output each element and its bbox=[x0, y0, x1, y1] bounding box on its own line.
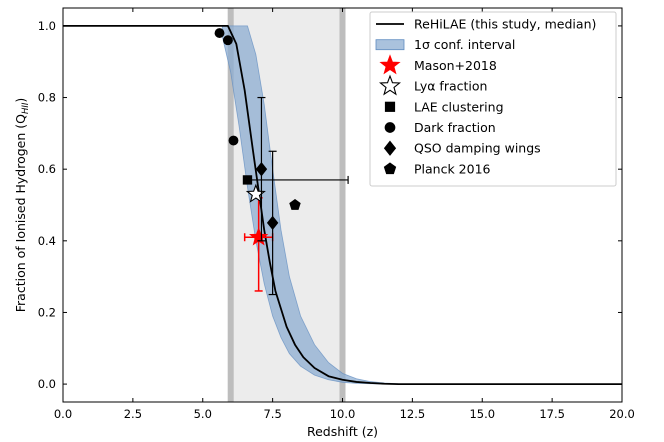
x-tick-label: 7.5 bbox=[263, 407, 281, 421]
data-point-dark-fraction bbox=[222, 35, 233, 46]
legend-marker-square bbox=[384, 101, 396, 112]
x-axis-label: Redshift (z) bbox=[307, 424, 378, 439]
shaded-region-left-edge bbox=[227, 8, 234, 402]
legend-label: Mason+2018 bbox=[414, 58, 497, 73]
x-tick-label: 2.5 bbox=[124, 407, 142, 421]
y-axis-label: Fraction of Ionised Hydrogen (QHII) bbox=[13, 98, 31, 313]
y-axis-label-sub: HII bbox=[21, 102, 31, 114]
legend-marker-pentagon bbox=[383, 162, 397, 175]
legend-marker-circle bbox=[384, 122, 396, 133]
legend-box bbox=[369, 11, 617, 187]
legend-label: QSO damping wings bbox=[414, 141, 541, 156]
x-tick-label: 10.0 bbox=[330, 407, 356, 421]
axes: 0.0 2.5 5.0 7.5 10.0 12.5 15.0 17.5 20.0 0.0 0.2 0.… bbox=[38, 7, 635, 421]
data-point-dark-fraction bbox=[228, 135, 239, 146]
plot-area bbox=[63, 8, 622, 402]
legend-marker-diamond bbox=[383, 140, 397, 156]
x-tick-label: 20.0 bbox=[609, 407, 635, 421]
x-tick-label: 0.0 bbox=[54, 407, 72, 421]
data-point-dark-fraction bbox=[214, 28, 225, 39]
legend: ReHiLAE (this study, median) 1σ conf. int… bbox=[369, 11, 617, 187]
legend-marker-star bbox=[379, 54, 401, 75]
y-tick-label: 0.0 bbox=[38, 377, 56, 391]
data-point-planck-2016 bbox=[289, 199, 301, 210]
y-axis-label-close: ) bbox=[13, 98, 28, 103]
data-point-qso-damping-wings bbox=[266, 215, 279, 231]
shaded-region-right-edge bbox=[339, 8, 346, 402]
data-point-qso-damping-wings bbox=[255, 162, 268, 177]
y-tick-label: 0.4 bbox=[38, 234, 56, 248]
x-tick-label: 5.0 bbox=[194, 407, 212, 421]
legend-label: 1σ conf. interval bbox=[414, 37, 515, 52]
y-tick-label: 0.6 bbox=[38, 162, 56, 176]
legend-band-swatch bbox=[375, 39, 405, 51]
x-tick-label: 15.0 bbox=[469, 407, 495, 421]
y-tick-label: 0.2 bbox=[38, 305, 56, 319]
data-point-ly-fraction bbox=[245, 183, 266, 203]
median-curve bbox=[63, 25, 622, 385]
x-tick-label: 12.5 bbox=[400, 407, 426, 421]
y-tick-label: 1.0 bbox=[38, 19, 56, 33]
legend-label: Planck 2016 bbox=[414, 161, 491, 176]
x-tick-label: 17.5 bbox=[539, 407, 565, 421]
legend-label: ReHiLAE (this study, median) bbox=[414, 17, 596, 32]
legend-label: Dark fraction bbox=[414, 120, 496, 135]
legend-label: LAE clustering bbox=[414, 99, 504, 114]
legend-marker-star bbox=[378, 74, 402, 96]
data-point-lae-clustering bbox=[242, 175, 253, 185]
y-tick-label: 0.8 bbox=[38, 91, 56, 105]
y-axis-label-main: Fraction of Ionised Hydrogen (Q bbox=[13, 114, 28, 312]
legend-label: Lyα fraction bbox=[414, 79, 487, 94]
